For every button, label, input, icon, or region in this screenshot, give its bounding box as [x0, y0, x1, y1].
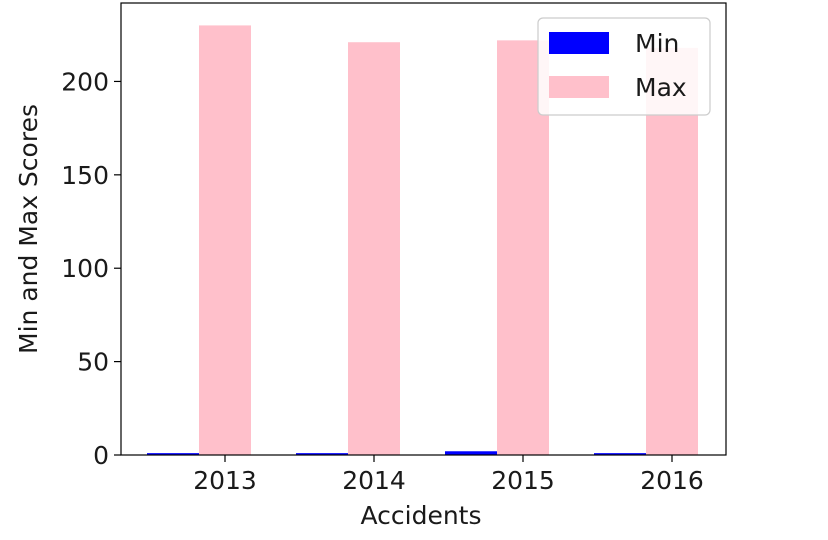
y-tick-label: 100	[61, 254, 109, 283]
legend-label-min: Min	[635, 29, 679, 58]
legend-swatch-max	[549, 76, 609, 98]
y-tick-label: 50	[77, 348, 109, 377]
bars-group	[147, 25, 698, 456]
x-tick-label-2014: 2014	[342, 466, 406, 495]
y-tick-label: 200	[61, 67, 109, 96]
x-tick-label-2016: 2016	[640, 466, 704, 495]
legend: Min Max	[537, 17, 711, 116]
bar-min-2014	[296, 453, 348, 455]
x-tick-label-2013: 2013	[193, 466, 257, 495]
plot-area-frame	[120, 2, 727, 456]
y-tick-label: 150	[61, 161, 109, 190]
legend-swatch-min	[549, 32, 609, 54]
y-axis: 0 50 100 150 200	[61, 67, 121, 470]
bar-max-2014	[348, 42, 400, 455]
legend-label-max: Max	[635, 73, 687, 102]
bar-min-2015	[445, 451, 497, 455]
bar-max-2016	[646, 47, 698, 455]
bar-min-2013	[147, 453, 199, 455]
y-axis-title: Min and Max Scores	[14, 104, 43, 354]
bar-max-2013	[199, 25, 251, 456]
y-tick-label: 0	[93, 441, 109, 470]
bar-min-2016	[594, 453, 646, 455]
x-axis: 2013 2014 2015 2016	[193, 455, 704, 495]
x-axis-title: Accidents	[360, 501, 481, 530]
x-tick-label-2015: 2015	[491, 466, 555, 495]
